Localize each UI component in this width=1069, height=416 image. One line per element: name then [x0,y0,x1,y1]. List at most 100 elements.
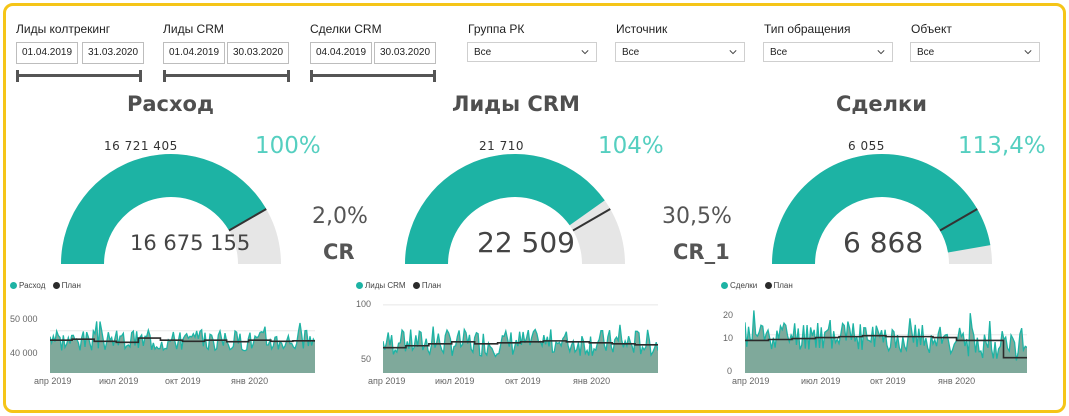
date-from-input[interactable]: 04.04.2019 [310,42,373,64]
x-tick-label: июл 2019 [99,376,139,386]
slider-handle-start[interactable] [310,70,313,82]
x-tick-label: июл 2019 [435,376,475,386]
legend-item: Лиды CRM [365,281,406,290]
x-tick-label: окт 2019 [165,376,201,386]
date-to-input[interactable]: 31.03.2020 [82,42,145,64]
y-tick-label: 40 000 [10,348,38,358]
chevron-down-icon [581,50,589,55]
gauge-value: 22 509 [477,226,575,259]
filter-label: Тип обращения [764,22,851,36]
x-tick-label: янв 2020 [938,376,976,386]
filter-source: Источник [616,22,667,36]
filter-label: Объект [911,22,952,36]
date-range-slider[interactable] [310,70,436,82]
gauge-percent: 100% [255,133,321,159]
slider-handle-start[interactable] [163,70,166,82]
dropdown-value: Все [622,47,640,58]
x-tick-label: янв 2020 [231,376,269,386]
filter-request-type: Тип обращения [764,22,850,36]
line-chart [383,304,658,373]
series-area-Лиды CRM [383,324,658,373]
gauge-title: Лиды CRM [452,92,580,116]
filter-label: Группа РК [468,22,525,36]
x-tick-label: апр 2019 [34,376,72,386]
slider-handle-end[interactable] [287,70,290,82]
x-tick-label: окт 2019 [505,376,541,386]
gauge-target-marker [572,208,611,232]
x-tick-label: янв 2020 [573,376,611,386]
legend-item: План [773,281,793,290]
y-tick-label: 50 [361,354,372,364]
chevron-down-icon [877,50,885,55]
slider-handle-end[interactable] [139,70,142,82]
request-type-dropdown[interactable]: Все [763,42,893,62]
gauge-target-value: 6 055 [848,139,885,153]
filter-leads-crm: Лиды CRM [163,22,224,36]
x-tick-label: апр 2019 [368,376,406,386]
filter-label: Источник [616,22,668,36]
filter-deals-crm: Сделки CRM [310,22,382,36]
gauge-percent: 113,4% [958,133,1046,159]
date-from-input[interactable]: 01.04.2019 [16,42,79,64]
source-dropdown[interactable]: Все [615,42,745,62]
filter-label: Лиды CRM [163,22,224,36]
series-line-plan [50,337,315,344]
gauge-target-marker [228,208,267,232]
x-tick-label: апр 2019 [732,376,770,386]
y-tick-label: 100 [356,299,372,309]
y-tick-label: 0 [727,366,733,376]
line-chart [50,321,315,373]
slider-handle-end[interactable] [433,70,436,82]
conversion-value: 2,0% [312,204,368,229]
dropdown-value: Все [474,47,492,58]
gauge-value: 6 868 [843,226,924,259]
filter-object: Объект [911,22,952,36]
x-tick-label: окт 2019 [870,376,906,386]
dropdown-value: Все [770,47,788,58]
conversion-value: 30,5% [662,204,732,229]
chart-legend: Расход План [10,281,86,290]
conversion-label: CR_1 [673,240,730,264]
gauge-fill [61,154,266,264]
y-tick-label: 20 [723,310,734,320]
filter-label: Лиды колтрекинг [16,22,111,36]
gauge-target-value: 21 710 [479,139,524,153]
chevron-down-icon [1024,50,1032,55]
gauge-title: Сделки [836,92,927,116]
slider-track [16,74,142,77]
date-from-input[interactable]: 01.04.2019 [163,42,226,64]
filter-group: Группа РК [468,22,524,36]
gauge [61,154,281,264]
gauge-percent: 104% [598,133,664,159]
filter-label: Сделки CRM [310,22,382,36]
series-line-plan [745,334,1027,359]
series-line-plan [383,340,658,349]
chevron-down-icon [729,50,737,55]
series-line-Расход [50,321,315,352]
object-dropdown[interactable]: Все [910,42,1040,62]
gauge-fill [772,153,991,264]
y-tick-label: 10 [723,333,734,343]
x-tick-label: июл 2019 [801,376,841,386]
legend-item: План [421,281,442,290]
gauge-target-value: 16 721 405 [104,139,178,153]
conversion-label: CR [323,240,355,264]
gauge-fill [405,154,605,264]
chart-legend: Лиды CRM План [356,281,446,290]
dropdown-value: Все [917,47,935,58]
gauge [772,153,992,264]
gauge [405,154,625,264]
date-to-input[interactable]: 30.03.2020 [374,42,437,64]
gauge-value: 16 675 155 [130,231,251,255]
filter-leads-tracking: Лиды колтрекинг [16,22,110,36]
series-line-Лиды CRM [383,324,658,358]
group-dropdown[interactable]: Все [467,42,597,62]
line-chart [745,310,1027,373]
gauge-title: Расход [127,92,214,116]
date-range-slider[interactable] [163,70,290,82]
slider-handle-start[interactable] [16,70,19,82]
date-range-slider[interactable] [16,70,142,82]
legend-item: План [61,281,81,290]
date-to-input[interactable]: 30.03.2020 [227,42,290,64]
gauge-target-marker [939,208,978,232]
